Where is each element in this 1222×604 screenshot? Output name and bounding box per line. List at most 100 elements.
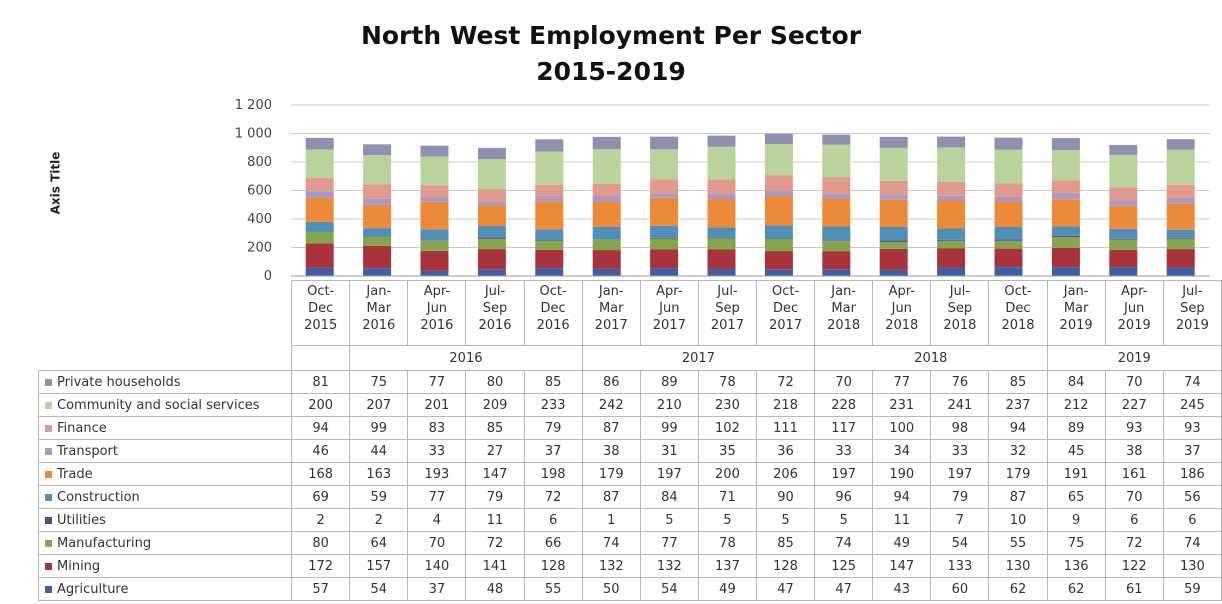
series-name: Construction	[57, 489, 140, 505]
category-label-line: Jan-	[1063, 284, 1089, 299]
bar-segment	[1166, 149, 1195, 185]
bar-segment	[994, 183, 1023, 197]
bar-segment	[994, 149, 1023, 184]
data-value-cell: 1	[581, 508, 641, 532]
data-value-cell: 87	[988, 485, 1048, 509]
data-value-cell: 117	[814, 416, 874, 440]
data-value-cell: 79	[523, 416, 583, 440]
series-name: Agriculture	[57, 581, 129, 597]
data-value-cell: 93	[1162, 416, 1222, 440]
data-value-cell: 137	[697, 554, 758, 578]
bar-segment	[822, 251, 851, 270]
data-value-cell: 241	[930, 393, 990, 417]
year-group-label: 2019	[1046, 345, 1222, 371]
bar-segment	[1166, 237, 1195, 239]
data-value-cell: 46	[291, 439, 351, 463]
bar-segment	[1051, 237, 1080, 248]
bar-segment	[305, 137, 334, 150]
data-value-cell: 37	[523, 439, 583, 463]
x-category-label: Jul- Sep 2019	[1162, 280, 1222, 346]
data-value-cell: 4	[407, 508, 467, 532]
data-value-cell: 93	[1104, 416, 1164, 440]
bar-segment	[879, 147, 908, 181]
data-value-cell: 74	[581, 531, 641, 555]
series-row: Mining 172 157 140 141 128 132 132 137 128 125 147 1…	[37, 554, 1222, 578]
bar-segment	[363, 245, 392, 269]
bar-segment	[535, 249, 564, 269]
bar-segment	[477, 249, 506, 270]
data-value-cell: 62	[988, 577, 1048, 601]
category-label-line: Mar	[366, 301, 392, 316]
category-label-line: Jun	[891, 301, 912, 316]
bar-segment	[592, 250, 621, 269]
chart-title-line-2: 2015-2019	[536, 57, 686, 86]
series-label: Trade	[37, 462, 293, 486]
data-value-cell: 245	[1162, 393, 1222, 417]
data-value-cell: 147	[465, 462, 525, 486]
data-value-cell: 47	[814, 577, 874, 601]
bar-segment	[650, 149, 679, 180]
category-label-line: 2018	[1001, 318, 1035, 333]
bar-segment	[363, 155, 392, 185]
series-row: Community and social services 200 207 201 20…	[37, 393, 1222, 417]
data-value-cell: 79	[465, 485, 525, 509]
bar-segment	[305, 267, 334, 276]
data-value-cell: 32	[988, 439, 1048, 463]
category-label-line: Oct-	[771, 284, 800, 299]
data-value-cell: 198	[523, 462, 583, 486]
data-value-cell: 85	[755, 531, 816, 555]
bar-segment	[937, 181, 966, 196]
data-value-cell: 209	[465, 393, 525, 417]
series-row: Agriculture 57 54 37 48 55 50 54 49 47 47 43 60 62 62 6…	[37, 577, 1222, 601]
bar-segment	[764, 225, 793, 239]
category-label-line: Sep	[1180, 301, 1205, 316]
data-value-cell: 218	[755, 393, 816, 417]
data-value-cell: 197	[930, 462, 990, 486]
data-value-cell: 35	[697, 439, 758, 463]
bar-segment	[937, 239, 966, 241]
data-value-cell: 84	[1046, 370, 1106, 394]
data-value-cell: 75	[1046, 531, 1106, 555]
data-value-cell: 55	[523, 577, 583, 601]
data-value-cell: 237	[988, 393, 1048, 417]
bar-segment	[363, 198, 392, 205]
bar-segment	[363, 268, 392, 276]
data-value-cell: 37	[1162, 439, 1222, 463]
data-value-cell: 61	[1104, 577, 1164, 601]
bar-segment	[937, 147, 966, 182]
bar-segment	[707, 194, 736, 200]
data-value-cell: 27	[465, 439, 525, 463]
bar-segment	[535, 229, 564, 240]
bar-segment	[1051, 226, 1080, 236]
data-value-cell: 62	[1046, 577, 1106, 601]
bar-segment	[1109, 144, 1138, 155]
bar-segment	[1166, 203, 1195, 230]
bar-segment	[937, 267, 966, 276]
data-value-cell: 49	[697, 577, 758, 601]
table-corner	[39, 281, 292, 371]
bar-segment	[363, 228, 392, 237]
data-value-cell: 60	[930, 577, 990, 601]
year-group-label: 2017	[581, 345, 816, 371]
bar-segment	[1109, 228, 1138, 239]
bar-segment	[650, 237, 679, 239]
bar-segment	[535, 268, 564, 276]
series-label: Agriculture	[37, 577, 293, 601]
bar-segment	[363, 184, 392, 199]
bar-segment	[764, 251, 793, 270]
data-value-cell: 141	[465, 554, 525, 578]
category-label-line: 2017	[710, 318, 744, 333]
bar-segment	[305, 177, 334, 192]
bar-segment	[879, 240, 908, 242]
bar-segment	[477, 159, 506, 190]
series-name: Manufacturing	[57, 535, 152, 551]
category-label-line: Oct-	[307, 284, 335, 299]
bar-segment	[650, 136, 679, 150]
data-value-cell: 200	[291, 393, 351, 417]
data-value-cell: 163	[349, 462, 409, 486]
bar-segment	[879, 180, 908, 196]
data-value-cell: 81	[291, 370, 351, 394]
x-category-label: Jul- Sep 2016	[465, 280, 525, 346]
y-tick-label: 800	[247, 155, 272, 170]
data-value-cell: 33	[407, 439, 467, 463]
